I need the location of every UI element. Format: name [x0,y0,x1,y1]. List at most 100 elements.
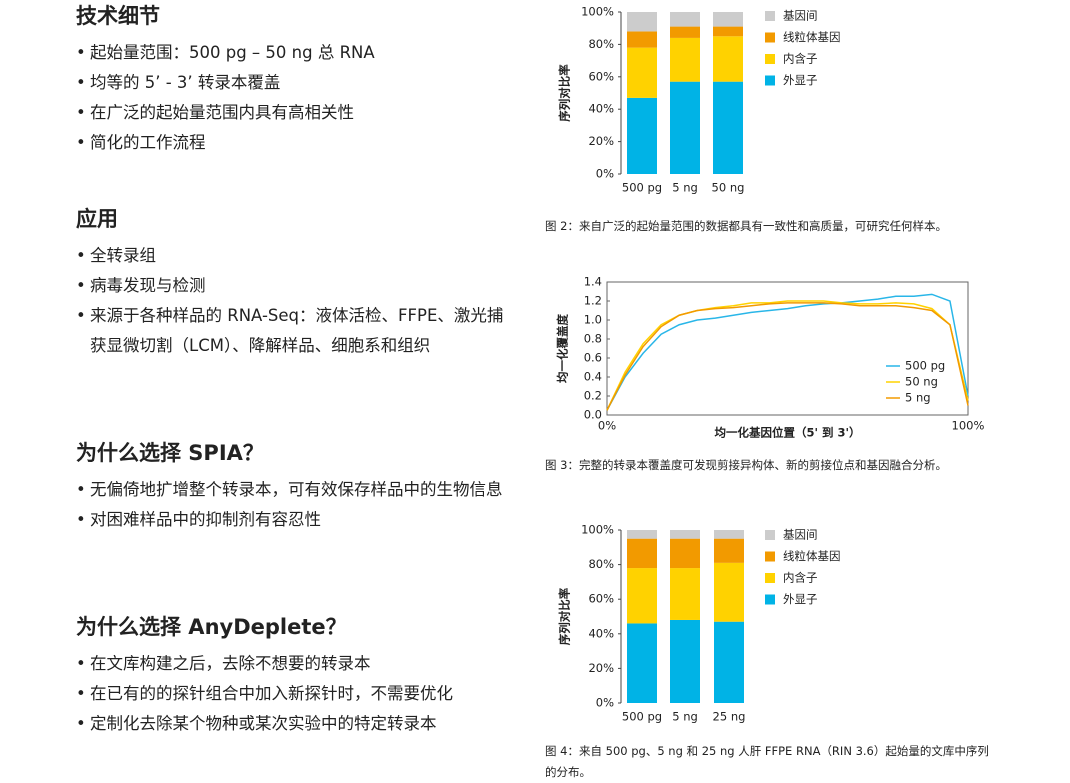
heading: 为什么选择 SPIA？ [76,441,264,465]
bar-segment [714,530,744,539]
bar-segment [627,12,657,32]
bar-segment [627,47,657,98]
bar-segment [670,81,700,174]
bar-segment [713,81,743,174]
legend-label: 基因间 [783,9,818,23]
y-axis-label: 序列对比率 [558,64,572,122]
bar-segment [713,12,743,27]
section: 应用全转录组病毒发现与检测来源于各种样品的 RNA-Seq：液体活检、FFPE、… [76,205,516,361]
legend-label: 基因间 [783,528,818,542]
bullet: 病毒发现与检测 [76,271,516,301]
bar-segment [670,568,700,620]
bar-segment [627,623,657,703]
section: 技术细节起始量范围：500 pg – 50 ng 总 RNA均等的 5’ - 3… [76,2,516,158]
x-tick-label: 500 pg [622,181,662,195]
legend-label: 线粒体基因 [783,30,841,44]
bullet: 起始量范围：500 pg – 50 ng 总 RNA [76,38,516,68]
legend-swatch [765,75,775,86]
legend-label: 500 pg [905,359,945,373]
bullet: 对困难样品中的抑制剂有容忍性 [76,505,516,535]
line [606,302,969,411]
y-tick-label: 1.4 [584,275,602,289]
y-axis-label: 均一化覆盖度 [556,314,570,383]
section: 为什么选择 SPIA？ 无偏倚地扩增整个转录本，可有效保存样品中的生物信息对困难样… [76,439,516,535]
y-tick-label: 40% [588,626,614,640]
legend-label: 内含子 [783,571,818,585]
legend-swatch [765,594,775,605]
bar-segment [627,530,657,539]
section: 为什么选择 AnyDeplete？ 在文库构建之后，去除不想要的转录本在已有的的探… [76,613,516,739]
charts: 0%20%40%60%80%100%500 pg 5 ng 50 ng外显子内含子线… [556,5,985,724]
x-tick-label: 5 ng [672,710,698,724]
bar-segment [713,26,743,37]
bar-segment [670,530,700,539]
y-tick-label: 100% [581,523,614,537]
y-tick-label: 0.0 [584,408,602,422]
legend-label: 5 ng [905,391,931,405]
legend-swatch [765,573,775,583]
line [606,293,969,411]
y-axis-label: 序列对比率 [558,587,572,645]
y-tick-label: 1.0 [584,313,602,327]
y-tick-label: 40% [588,102,614,116]
bullet: 来源于各种样品的 RNA-Seq：液体活检、FFPE、激光捕获显微切割（LCM）… [76,301,516,361]
caption: 图 2：来自广泛的起始量范围的数据都具有一致性和高质量，可研究任何样本。 [545,219,947,233]
bar-segment [714,538,744,563]
legend-swatch [765,530,775,540]
x-tick-label: 25 ng [713,710,746,724]
y-tick-label: 0.2 [584,389,602,403]
legend-label: 50 ng [905,375,938,389]
bullet: 无偏倚地扩增整个转录本，可有效保存样品中的生物信息 [76,475,516,505]
y-tick-label: 20% [588,134,614,148]
plot-frame [606,281,969,416]
x-tick-label: 50 ng [712,181,745,195]
legend-swatch [765,54,775,64]
bar-segment [714,562,744,622]
y-tick-label: 80% [588,37,614,51]
heading: 为什么选择 AnyDeplete？ [76,615,347,639]
bullet: 在已有的的探针组合中加入新探针时，不需要优化 [76,679,516,709]
y-tick-label: 60% [588,592,614,606]
bar-segment [627,31,657,48]
bar-segment [670,26,700,38]
y-tick-label: 20% [588,661,614,675]
bullet: 简化的工作流程 [76,128,516,158]
legend-label: 外显子 [783,73,818,87]
heading: 应用 [76,207,118,231]
bullet: 在文库构建之后，去除不想要的转录本 [76,649,516,679]
y-tick-label: 100% [581,5,614,19]
legend-swatch [765,11,775,21]
x-axis-label: 均一化基因位置（5' 到 3'） [714,426,860,440]
bar-segment [670,12,700,27]
y-tick-label: 0% [596,696,614,710]
x-tick-label: 500 pg [622,710,662,724]
y-tick-label: 60% [588,69,614,83]
y-tick-label: 1.2 [584,294,602,308]
legend-label: 外显子 [783,592,818,606]
legend-swatch [765,32,775,43]
bar-segment [713,36,743,82]
bar-segment [627,568,657,624]
legend-label: 线粒体基因 [783,549,841,563]
bar-segment [670,619,700,703]
bullet: 定制化去除某个物种或某次实验中的特定转录本 [76,709,516,739]
legend-label: 内含子 [783,52,818,66]
bar-segment [627,538,657,569]
bullet: 均等的 5’ - 3’ 转录本覆盖 [76,68,516,98]
y-tick-label: 0.8 [584,332,602,346]
bar-segment [714,621,744,703]
caption: 图 3：完整的转录本覆盖度可发现剪接异构体、新的剪接位点和基因融合分析。 [545,458,947,472]
y-tick-label: 0.4 [584,370,602,384]
bullet: 在广泛的起始量范围内具有高相关性 [76,98,516,128]
y-tick-label: 80% [588,557,614,571]
legend-swatch [765,551,775,562]
x-tick-label: 0% [598,419,616,433]
y-tick-label: 0.6 [584,351,602,365]
heading: 技术细节 [76,4,160,28]
caption: 图 4：来自 500 pg、5 ng 和 25 ng 人肝 FFPE RNA（R… [545,744,989,779]
bullet: 全转录组 [76,241,516,271]
y-tick-label: 0% [596,167,614,181]
x-tick-label: 100% [952,419,985,433]
bar-segment [670,538,700,569]
